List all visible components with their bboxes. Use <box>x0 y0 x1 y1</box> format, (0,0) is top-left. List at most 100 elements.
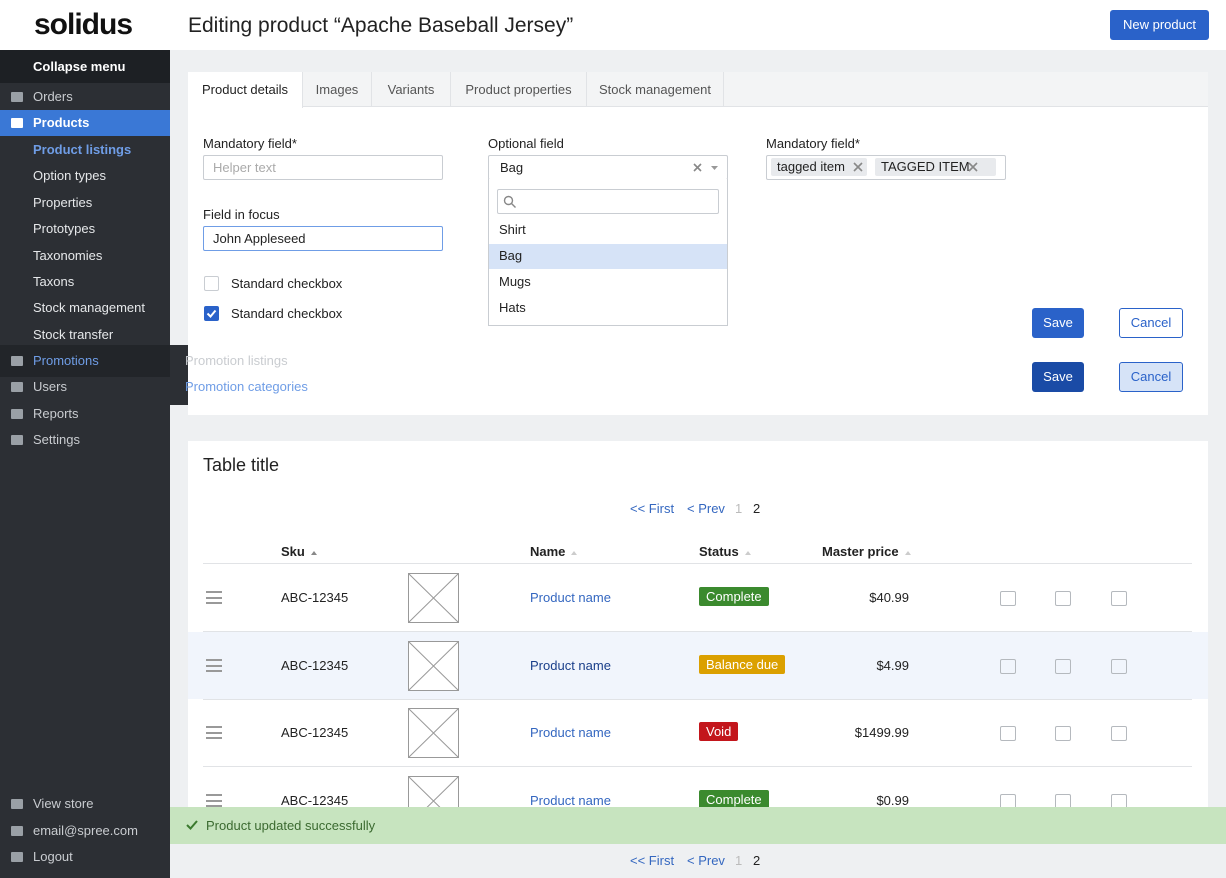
tag[interactable]: tagged item <box>771 158 867 176</box>
sidebar-item[interactable]: Settings <box>0 427 170 453</box>
status-badge: Complete <box>699 789 769 809</box>
select[interactable]: Bag <box>488 155 728 180</box>
status-badge: Balance due <box>699 654 786 674</box>
submenu-item[interactable]: Prototypes <box>33 221 96 237</box>
sidebar-footer-item[interactable]: Logout <box>0 844 170 870</box>
status-badge: Complete <box>699 587 769 606</box>
option-highlight <box>489 244 727 269</box>
sku: ABC-12345 <box>281 725 349 740</box>
delete-icon[interactable] <box>1111 591 1127 606</box>
clone-icon[interactable] <box>1055 726 1071 741</box>
collapse-menu[interactable]: Collapse menu <box>33 59 126 74</box>
sort-arrow <box>571 550 578 555</box>
select-controls[interactable] <box>692 162 722 174</box>
sidebar-item[interactable]: Orders <box>0 84 170 110</box>
drag-handle[interactable] <box>206 658 222 672</box>
delete-icon[interactable] <box>1111 726 1127 741</box>
field-label: Mandatory field* <box>203 136 297 151</box>
tag-remove[interactable] <box>853 162 863 172</box>
text-input-focused[interactable]: John Appleseed <box>203 226 443 251</box>
drag-handle[interactable] <box>206 726 222 739</box>
icon <box>11 799 23 809</box>
submenu-item[interactable]: Taxonomies <box>33 247 103 263</box>
table-title: Table title <box>203 455 280 475</box>
dropdown-option[interactable]: Bag <box>499 248 523 263</box>
checkbox-label: Standard checkbox <box>231 276 343 291</box>
row-divider <box>203 698 1192 700</box>
dropdown-option[interactable]: Shirt <box>499 222 526 237</box>
collapse-bar[interactable] <box>0 50 170 83</box>
drag-handle[interactable] <box>206 793 222 807</box>
clone-icon[interactable] <box>1055 658 1071 674</box>
toast <box>170 807 1226 844</box>
tag-remove[interactable] <box>968 162 978 172</box>
sidebar-item[interactable]: Reports <box>0 401 170 427</box>
sidebar <box>0 50 170 878</box>
tab[interactable]: Product details <box>188 72 303 108</box>
drag-handle[interactable] <box>206 591 222 604</box>
pagination-bottom[interactable]: < Prev <box>687 853 725 868</box>
checkbox-checked[interactable] <box>204 306 219 321</box>
submenu-item[interactable]: Properties <box>33 194 93 210</box>
field-label: Mandatory field* <box>766 136 860 151</box>
submenu-item[interactable]: Option types <box>33 168 106 184</box>
footer-bar <box>170 844 1226 878</box>
sidebar-item[interactable]: Users <box>0 374 170 400</box>
sidebar-footer-item[interactable]: email@spree.com <box>0 818 170 844</box>
column-header[interactable]: Status <box>699 544 751 559</box>
row-divider <box>203 766 1192 767</box>
clone-icon[interactable] <box>1055 591 1071 606</box>
text-input[interactable]: Helper text <box>203 155 443 180</box>
sidebar-footer-item[interactable]: View store <box>0 791 170 817</box>
edit-icon[interactable] <box>1000 726 1016 741</box>
new-product-button[interactable]: New product <box>1110 10 1209 40</box>
submenu-item[interactable]: Taxons <box>33 274 75 289</box>
field-label: Field in focus <box>203 207 280 222</box>
checkbox[interactable] <box>204 276 219 291</box>
product-link[interactable]: Product name <box>530 725 611 740</box>
save-button-hover[interactable]: Save <box>1032 362 1084 392</box>
dropdown-option[interactable]: Mugs <box>499 274 531 289</box>
cancel-button-hover[interactable]: Cancel <box>1119 362 1183 392</box>
checkbox-label: Standard checkbox <box>231 306 343 321</box>
tab[interactable]: Variants <box>372 72 451 107</box>
tab[interactable]: Stock management <box>587 72 724 107</box>
pagination-bottom[interactable]: << First <box>630 853 675 868</box>
toast-message: Product updated successfully <box>206 818 376 833</box>
price: $1499.99 <box>854 725 909 740</box>
product-link[interactable]: Product name <box>530 657 611 673</box>
header-divider <box>203 563 1192 564</box>
submenu-item[interactable]: Product listings <box>33 142 132 157</box>
tab[interactable]: Product properties <box>451 72 587 107</box>
drag-handle-mid <box>206 597 222 599</box>
tab[interactable]: Images <box>303 72 372 107</box>
save-button[interactable]: Save <box>1032 308 1084 338</box>
pagination[interactable]: << First <box>630 501 675 516</box>
icon <box>11 118 23 128</box>
pagination[interactable]: < Prev <box>687 501 725 516</box>
submenu-item[interactable]: Stock transfer <box>33 326 114 342</box>
logo[interactable]: solidus <box>34 8 133 41</box>
dropdown-option[interactable]: Hats <box>499 300 526 315</box>
sidebar-item[interactable]: Products <box>0 110 170 136</box>
column-header[interactable]: Name <box>530 544 578 559</box>
column-header[interactable]: Master price <box>822 544 911 559</box>
icon <box>11 356 23 366</box>
field-label: Optional field <box>488 136 564 151</box>
flyout-item[interactable]: Promotion listings <box>185 353 288 368</box>
sidebar-item[interactable]: Promotions <box>0 348 170 374</box>
edit-icon[interactable] <box>1000 591 1016 606</box>
product-link[interactable]: Product name <box>530 792 611 808</box>
submenu-item[interactable]: Stock management <box>33 300 146 316</box>
tag[interactable]: TAGGED ITEM <box>875 158 996 176</box>
delete-icon[interactable] <box>1111 658 1127 674</box>
column-header[interactable]: Sku <box>281 544 317 559</box>
flyout-item[interactable]: Promotion categories <box>185 379 308 394</box>
dropdown-search[interactable] <box>497 189 719 214</box>
product-link[interactable]: Product name <box>530 590 611 605</box>
edit-icon[interactable] <box>1000 658 1016 674</box>
price: $40.99 <box>869 590 909 605</box>
icon <box>11 409 23 419</box>
cancel-button[interactable]: Cancel <box>1119 308 1183 338</box>
